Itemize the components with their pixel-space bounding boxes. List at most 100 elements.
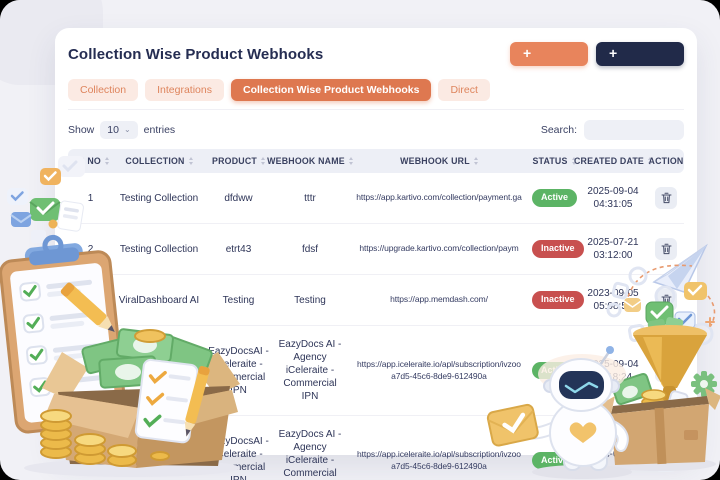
add-webhook-button[interactable]: + xyxy=(510,42,588,66)
cell-sr-no: 5 xyxy=(87,455,94,466)
cell-webhook-url: https://app.memdash.com/ xyxy=(390,294,488,305)
cell-status: Inactive xyxy=(530,228,584,270)
cell-created-date: 2025-09-04 04:31:05 xyxy=(578,173,648,223)
sort-icon xyxy=(473,157,478,165)
cell-product: etrt43 xyxy=(225,243,252,255)
search-input[interactable] xyxy=(584,120,684,140)
cell-webhook-url: https://app.iceleraite.io/apl/subscripti… xyxy=(357,359,521,381)
trash-icon xyxy=(661,294,671,306)
chevron-down-icon: ⌄ xyxy=(123,125,131,134)
created-date: 2025-09-04 xyxy=(587,186,639,197)
page-title: Collection Wise Product Webhooks xyxy=(68,45,324,63)
created-time: 11:18:24 xyxy=(593,371,633,383)
delete-button[interactable] xyxy=(655,449,677,472)
cell-collection: ViralDashboard AI xyxy=(118,294,200,306)
tab[interactable]: Direct xyxy=(438,79,490,101)
cell-action xyxy=(648,175,684,221)
card-header: Collection Wise Product Webhooks + + xyxy=(68,42,684,66)
column-header[interactable]: ACTION xyxy=(648,156,684,166)
add-secondary-button[interactable]: + xyxy=(596,42,684,66)
column-header-label: PRODUCT xyxy=(212,156,257,166)
cell-product: Testing xyxy=(222,294,255,306)
cell-collection: Testing Collection xyxy=(119,192,199,204)
table-body: 1 Testing Collection dfdww tttr https://… xyxy=(68,173,684,480)
cell-webhook-name: fdsf xyxy=(301,243,319,255)
tab[interactable]: Collection Wise Product Webhooks xyxy=(230,79,432,101)
cell-webhook-url: https://app.kartivo.com/collection/payme… xyxy=(356,192,522,203)
column-header-label: COLLECTION xyxy=(125,156,185,166)
cell-collection: EazyDocsAI Ultra xyxy=(119,365,199,376)
cell-sr-no: 1 xyxy=(87,192,94,204)
cell-collection: EazyDocsAI Ultra xyxy=(119,455,199,466)
column-header-label: CREATED DATE xyxy=(574,156,645,166)
sort-icon xyxy=(188,157,193,165)
column-header[interactable]: SR NO xyxy=(68,156,113,166)
cell-product: dfdww xyxy=(224,192,253,204)
column-header[interactable]: PRODUCT xyxy=(205,156,272,166)
delete-button[interactable] xyxy=(655,187,677,209)
delete-button[interactable] xyxy=(655,359,677,382)
table-row: 1 Testing Collection dfdww tttr https://… xyxy=(68,173,684,224)
cell-action xyxy=(648,226,684,272)
column-header[interactable]: STATUS xyxy=(530,156,578,166)
trash-icon xyxy=(661,243,671,255)
column-header[interactable]: WEBHOOK NAME xyxy=(267,156,353,166)
table-controls: Show 10 ⌄ entries Search: xyxy=(68,120,684,140)
cell-collection: Testing Collection xyxy=(119,243,199,255)
cell-action xyxy=(648,348,684,394)
search-control: Search: xyxy=(541,120,684,140)
column-header-label: WEBHOOK URL xyxy=(400,156,470,166)
status-badge: Active xyxy=(532,451,578,470)
header-buttons: + + xyxy=(510,42,684,66)
delete-button[interactable] xyxy=(655,238,677,260)
column-header-label: STATUS xyxy=(532,156,568,166)
cell-sr-no: 2 xyxy=(87,243,94,255)
cell-product: EazyDocsAI - iCeleraite - Commercial IPN xyxy=(208,345,269,396)
column-header[interactable]: WEBHOOK URL xyxy=(348,156,530,166)
sort-icon xyxy=(104,157,109,165)
cell-webhook-name: Testing xyxy=(294,294,326,306)
webhooks-table: SR NO COLLECTION PRODUCT WEBHOOK NAME WE… xyxy=(68,149,684,480)
cell-webhook-name: tttr xyxy=(304,192,316,204)
tab[interactable]: Collection xyxy=(68,79,139,101)
plus-icon: + xyxy=(609,45,618,61)
column-header-label: SR NO xyxy=(72,156,101,166)
created-date: 2023-09-04 xyxy=(587,448,639,460)
cell-webhook-name: EazyDocs AI - Agency iCeleraite - Commer… xyxy=(278,429,342,479)
trash-icon xyxy=(661,455,671,466)
search-label: Search: xyxy=(540,124,577,136)
trash-icon xyxy=(661,365,671,376)
trash-icon xyxy=(661,192,671,204)
dashed-path-2 xyxy=(707,295,716,331)
status-badge: Active xyxy=(532,189,578,207)
created-time: 03:12:00 xyxy=(593,250,633,261)
cell-status: Active xyxy=(530,350,578,392)
sort-icon xyxy=(260,157,265,165)
created-time: 04:31:05 xyxy=(593,199,633,210)
show-label: Show xyxy=(68,124,95,136)
sort-icon xyxy=(348,157,353,165)
webhooks-card: Collection Wise Product Webhooks + + Col… xyxy=(55,28,697,480)
entries-label: entries xyxy=(143,124,176,136)
status-badge: Inactive xyxy=(532,291,584,309)
created-date: 2023-09-05 xyxy=(587,288,639,299)
cell-webhook-url: https://upgrade.kartivo.com/collection/p… xyxy=(359,243,519,254)
created-time: 05:08:53 xyxy=(593,301,633,312)
table-row: 2 Testing Collection etrt43 fdsf https:/… xyxy=(68,224,684,275)
entries-select[interactable]: 10 ⌄ xyxy=(100,121,138,139)
cell-created-date: 2023-09-04 11:18:24 xyxy=(578,436,648,480)
column-header[interactable]: CREATED DATE xyxy=(574,156,653,166)
status-badge: Inactive xyxy=(532,240,584,258)
tab[interactable]: Integrations xyxy=(145,79,224,101)
delete-button[interactable] xyxy=(655,289,677,311)
column-header[interactable]: COLLECTION xyxy=(113,156,205,166)
entries-control: Show 10 ⌄ entries xyxy=(68,121,175,139)
table-row: 4 EazyDocsAI Ultra EazyDocsAI - iCelerai… xyxy=(68,326,684,416)
tab-bar: Collection Integrations Collection Wise … xyxy=(68,79,684,101)
table-header-row: SR NO COLLECTION PRODUCT WEBHOOK NAME WE… xyxy=(68,149,684,173)
created-time: 11:18:24 xyxy=(593,461,633,473)
cell-sr-no: 3 xyxy=(87,294,94,306)
created-date: 2025-09-04 xyxy=(587,358,639,370)
column-header-label: WEBHOOK NAME xyxy=(267,156,345,166)
